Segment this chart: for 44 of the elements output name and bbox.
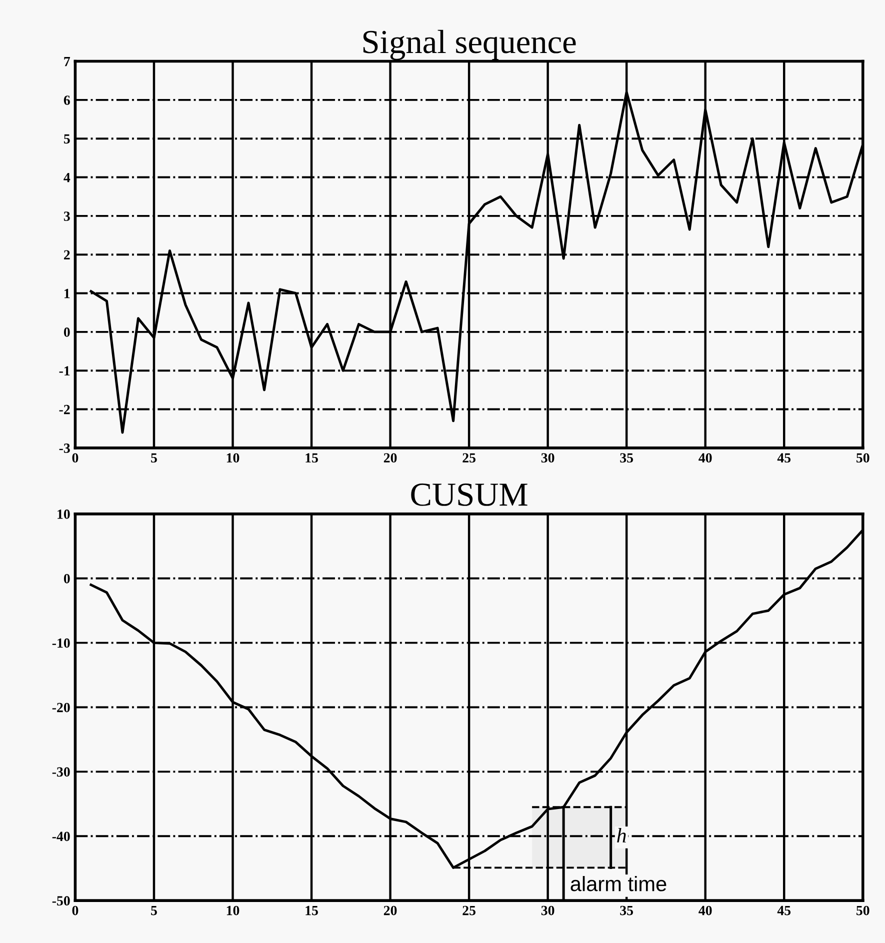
y-tick-label: -30 <box>52 767 70 777</box>
y-tick-label: 2 <box>64 250 70 260</box>
ref-line-label: alarm time <box>570 876 666 892</box>
x-tick-label: 30 <box>541 906 554 916</box>
y-tick-label: -2 <box>59 404 70 414</box>
x-tick-label: 5 <box>151 906 157 916</box>
y-tick-label: -1 <box>59 366 70 376</box>
x-tick-label: 45 <box>777 453 791 463</box>
x-tick-label: 10 <box>226 453 240 463</box>
x-tick-label: 35 <box>620 453 634 463</box>
y-tick-label: 5 <box>64 134 70 144</box>
x-tick-label: 0 <box>72 906 78 916</box>
x-tick-label: 50 <box>856 906 870 916</box>
y-tick-label: 4 <box>64 172 70 182</box>
chart-title: CUSUM <box>411 484 528 506</box>
x-tick-label: 5 <box>151 453 157 463</box>
y-tick-label: 10 <box>58 510 70 519</box>
y-tick-label: 3 <box>64 212 70 221</box>
band-label: h <box>617 828 626 842</box>
x-tick-label: 50 <box>856 453 870 463</box>
y-tick-label: -3 <box>59 444 70 453</box>
y-tick-label: -40 <box>52 832 70 842</box>
y-tick-label: -50 <box>52 896 70 906</box>
x-tick-label: 25 <box>462 906 476 916</box>
x-tick-label: 20 <box>384 453 397 463</box>
y-tick-label: -10 <box>52 638 70 648</box>
x-tick-label: 15 <box>306 906 318 916</box>
x-tick-label: 25 <box>462 453 476 463</box>
x-tick-label: 35 <box>620 906 634 916</box>
y-tick-label: 6 <box>64 96 70 105</box>
x-tick-label: 40 <box>698 453 712 463</box>
x-tick-label: 45 <box>777 906 791 916</box>
y-tick-label: 0 <box>64 574 70 584</box>
x-tick-label: 15 <box>306 453 318 463</box>
y-tick-label: 7 <box>64 57 70 66</box>
x-tick-label: 20 <box>384 906 397 916</box>
y-tick-label: 1 <box>64 288 70 298</box>
x-tick-label: 40 <box>698 906 712 916</box>
y-tick-label: 0 <box>64 328 70 337</box>
x-tick-label: 30 <box>541 453 554 463</box>
chart-title: Signal sequence <box>363 30 576 60</box>
y-tick-label: -20 <box>52 702 70 712</box>
x-tick-label: 10 <box>226 906 240 916</box>
x-tick-label: 0 <box>72 453 78 463</box>
